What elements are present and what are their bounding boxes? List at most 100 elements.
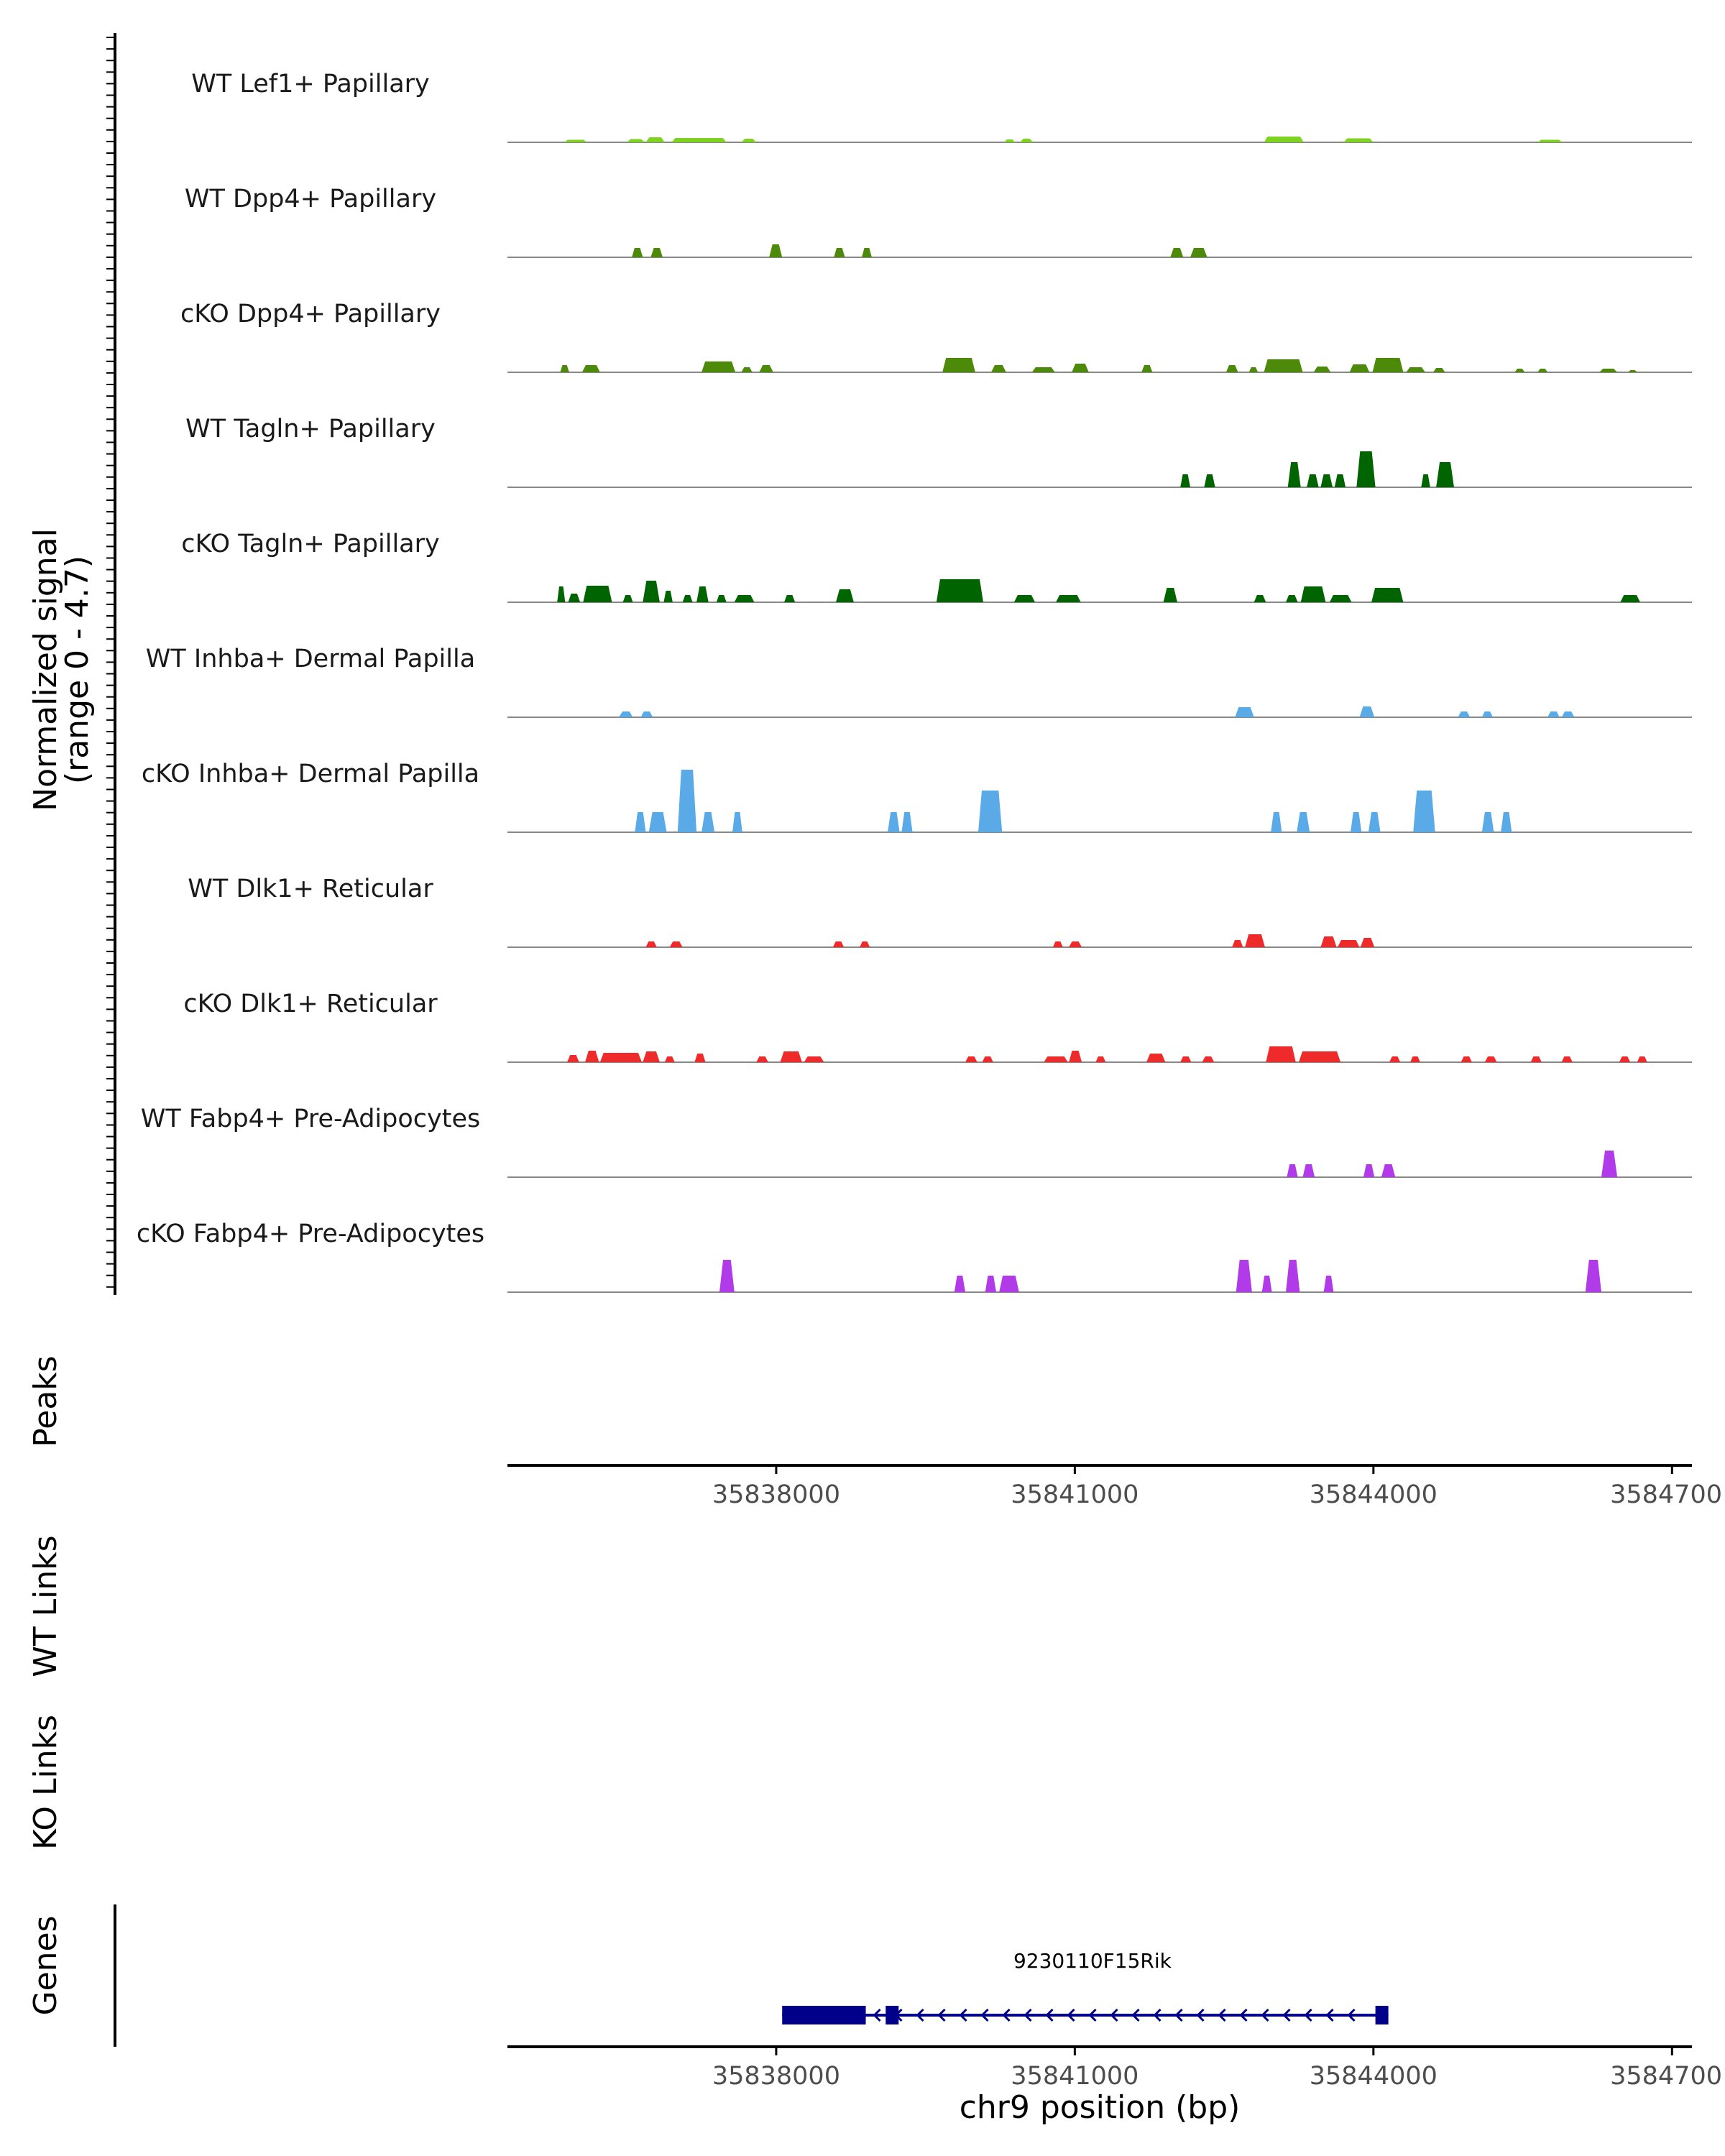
ko-links-label: KO Links [27, 1715, 64, 1850]
signal-peak [1202, 1056, 1215, 1062]
signal-peak [1287, 1164, 1298, 1177]
signal-peak [954, 1276, 965, 1292]
track-0: WT Lef1+ Papillary [191, 70, 1692, 143]
signal-peak [1628, 370, 1637, 372]
signal-peak [627, 139, 645, 142]
signal-peak [991, 365, 1006, 372]
strand-arrow [1110, 2008, 1118, 2022]
signal-peak [978, 791, 1003, 832]
signal-peak [719, 1260, 735, 1292]
strand-arrow [1045, 2008, 1054, 2022]
signal-peak [1561, 711, 1575, 717]
signal-peak [632, 248, 643, 257]
y-axis-label-line2: (range 0 - 4.7) [59, 556, 96, 784]
strand-arrow [980, 2008, 989, 2022]
signal-peak [1368, 812, 1381, 832]
peaks-label: Peaks [27, 1355, 64, 1447]
signal-peak [1363, 1164, 1375, 1177]
signal-peak [1264, 137, 1304, 142]
track-1: WT Dpp4+ Papillary [185, 185, 1692, 258]
signal-peak [1056, 595, 1081, 602]
signal-peak [1300, 586, 1326, 602]
signal-peak [1235, 707, 1254, 717]
signal-peak [732, 812, 742, 832]
track-label: cKO Dlk1+ Reticular [183, 990, 438, 1018]
signal-peak [734, 595, 755, 602]
signal-peak [862, 248, 872, 257]
signal-peak [1501, 812, 1512, 832]
signal-peak [716, 595, 727, 602]
signal-peak [965, 1056, 978, 1062]
signal-peak [643, 581, 660, 602]
signal-peak [645, 137, 665, 142]
strand-arrow [1002, 2008, 1011, 2022]
signal-peak [741, 139, 757, 142]
signal-peak [1266, 1046, 1296, 1062]
signal-peak [1620, 595, 1640, 602]
signal-peak [599, 1053, 642, 1062]
gene-exon [1375, 2006, 1389, 2024]
signal-peak [1432, 368, 1445, 372]
signal-peak [1248, 367, 1259, 372]
strand-arrow [1347, 2008, 1356, 2022]
signal-peak [1236, 1260, 1252, 1292]
signal-peak [1254, 595, 1266, 602]
signal-peak [985, 1276, 996, 1292]
track-label: cKO Inhba+ Dermal Papilla [142, 760, 479, 788]
track-label: WT Inhba+ Dermal Papilla [146, 645, 475, 673]
signal-peak [1320, 936, 1337, 947]
signal-peak [585, 1051, 599, 1062]
signal-peak [1484, 1056, 1497, 1062]
signal-peak [1180, 474, 1190, 487]
signal-peak [1356, 451, 1376, 487]
track-label: cKO Tagln+ Papillary [181, 530, 440, 558]
signal-peak [1481, 711, 1493, 717]
track-10: cKO Fabp4+ Pre-Adipocytes [137, 1220, 1692, 1293]
signal-peak [1410, 1056, 1420, 1062]
track-5: WT Inhba+ Dermal Papilla [146, 645, 1692, 718]
signal-peak [982, 1056, 993, 1062]
signal-peak [936, 579, 983, 602]
signal-peak [999, 1276, 1019, 1292]
signal-peak [1264, 359, 1303, 372]
signal-peak [1381, 1164, 1396, 1177]
signal-peak [1351, 812, 1362, 832]
signal-peak [1421, 474, 1430, 487]
signal-peak [1537, 369, 1548, 372]
signal-peak [645, 941, 657, 947]
signal-peak [583, 586, 612, 602]
signal-peak [1313, 367, 1331, 372]
signal-peak [1349, 364, 1370, 372]
signal-peak [1031, 367, 1055, 372]
x-tick-label: 35841000 [1011, 1480, 1138, 1509]
signal-peak [1287, 462, 1301, 487]
signal-peak [804, 1056, 824, 1062]
signal-peak [619, 711, 633, 717]
signal-peak [1052, 941, 1063, 947]
track-7: WT Dlk1+ Reticular [188, 875, 1692, 948]
signal-peak [1436, 462, 1454, 487]
signal-peak [1359, 706, 1375, 717]
x-tick-label: 35838000 [712, 2062, 840, 2091]
signal-peak [1338, 940, 1360, 947]
signal-peak [1320, 474, 1333, 487]
gene-name-label: 9230110F15Rik [1013, 1949, 1172, 1973]
track-label: WT Tagln+ Papillary [185, 415, 436, 443]
signal-peak [769, 244, 783, 257]
signal-peak [1141, 365, 1153, 372]
strand-arrow [916, 2008, 924, 2022]
signal-peak [1013, 595, 1035, 602]
x-tick-label: 35838000 [712, 1480, 840, 1509]
x-tick-label: 35841000 [1011, 2062, 1138, 2091]
track-9: WT Fabp4+ Pre-Adipocytes [141, 1105, 1692, 1178]
signal-peak [1619, 1056, 1631, 1062]
signal-peak [1286, 595, 1298, 602]
signal-peak [567, 1055, 579, 1062]
track-label: WT Dpp4+ Papillary [185, 185, 436, 213]
track-8: cKO Dlk1+ Reticular [183, 990, 1692, 1063]
signal-peak [664, 1056, 675, 1062]
track-label: WT Lef1+ Papillary [191, 70, 430, 98]
signal-peak [1537, 139, 1563, 142]
signal-peak [1334, 474, 1346, 487]
signal-peak [1225, 365, 1238, 372]
